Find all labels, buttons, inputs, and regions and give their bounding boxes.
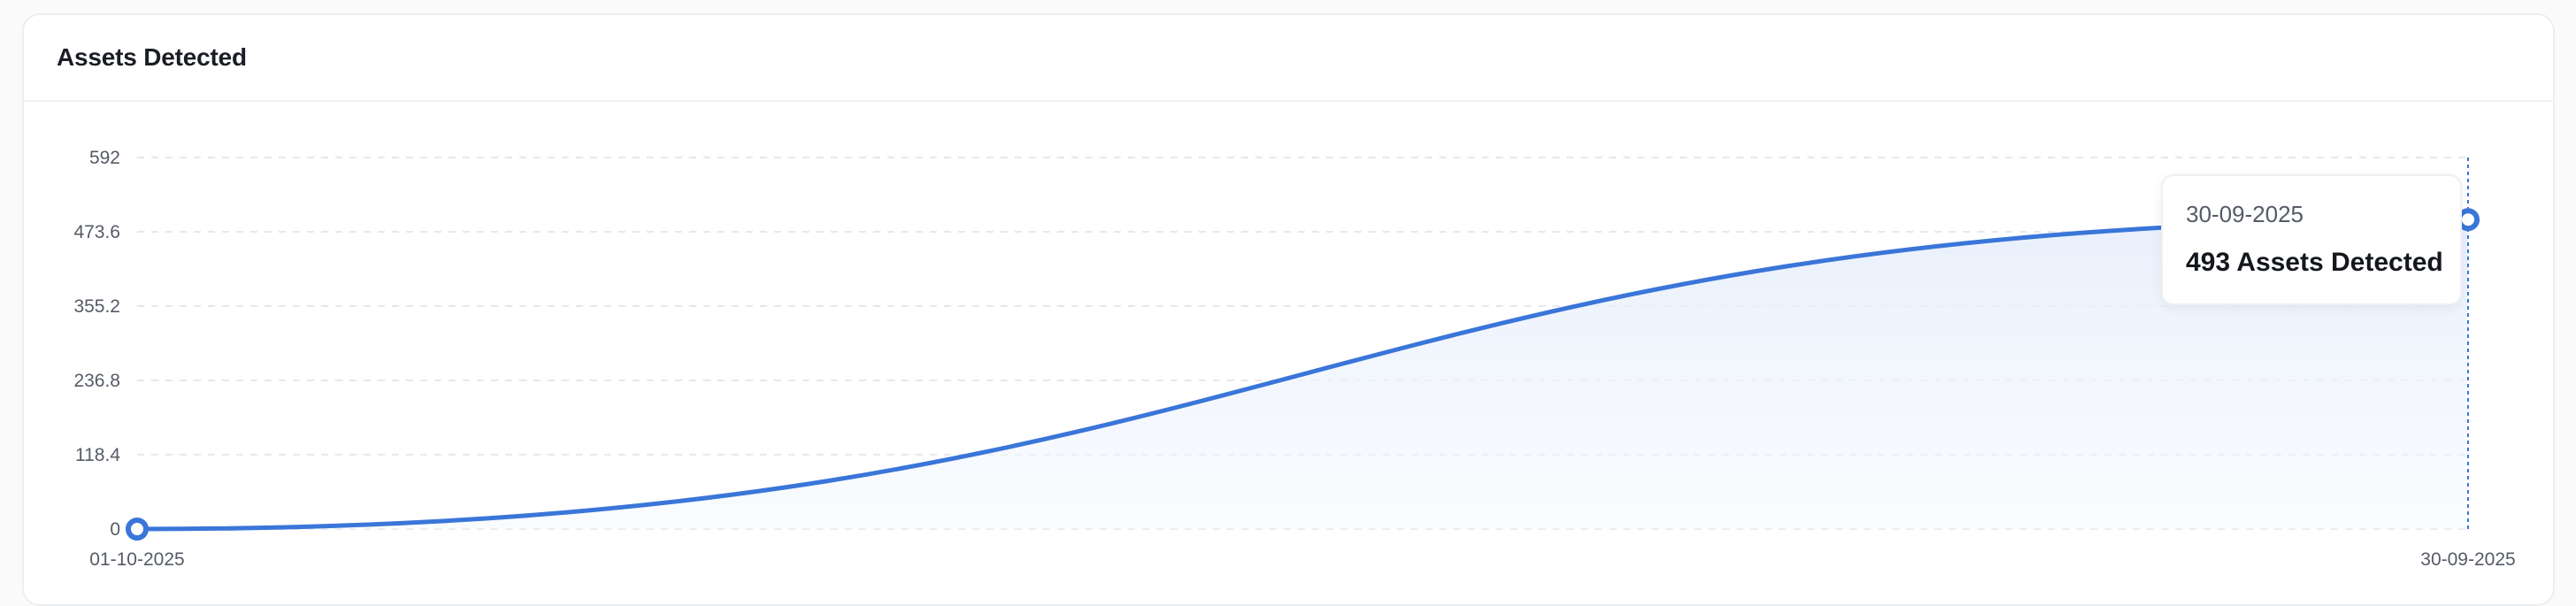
series-line: [134, 217, 2471, 532]
x-tick-label: 01-10-2025: [89, 549, 184, 570]
y-axis-ticks: 0 118.4 236.8 355.2 473.6 592: [73, 148, 120, 540]
x-axis-ticks: 01-10-2025 30-09-2025: [89, 549, 2515, 570]
y-tick-label: 0: [110, 519, 120, 540]
y-tick-label: 592: [89, 148, 120, 168]
card-title: Assets Detected: [57, 43, 247, 71]
series-area-fill: [137, 219, 2468, 529]
y-tick-label: 118.4: [75, 445, 120, 465]
data-point[interactable]: [126, 518, 149, 541]
tooltip-value: 493 Assets Detected: [2186, 248, 2443, 277]
assets-detected-chart: 0 118.4 236.8 355.2 473.6 592 01-10-2025 30-09…: [73, 148, 2515, 570]
tooltip-date: 30-09-2025: [2186, 201, 2304, 227]
y-tick-label: 355.2: [73, 296, 120, 317]
card-header: Assets Detected: [24, 15, 2553, 102]
chart-tooltip: 30-09-2025 493 Assets Detected: [2161, 174, 2462, 305]
data-point[interactable]: [2457, 208, 2480, 232]
x-tick-label: 30-09-2025: [2420, 549, 2515, 570]
y-tick-label: 236.8: [73, 371, 120, 391]
y-tick-label: 473.6: [73, 222, 120, 242]
